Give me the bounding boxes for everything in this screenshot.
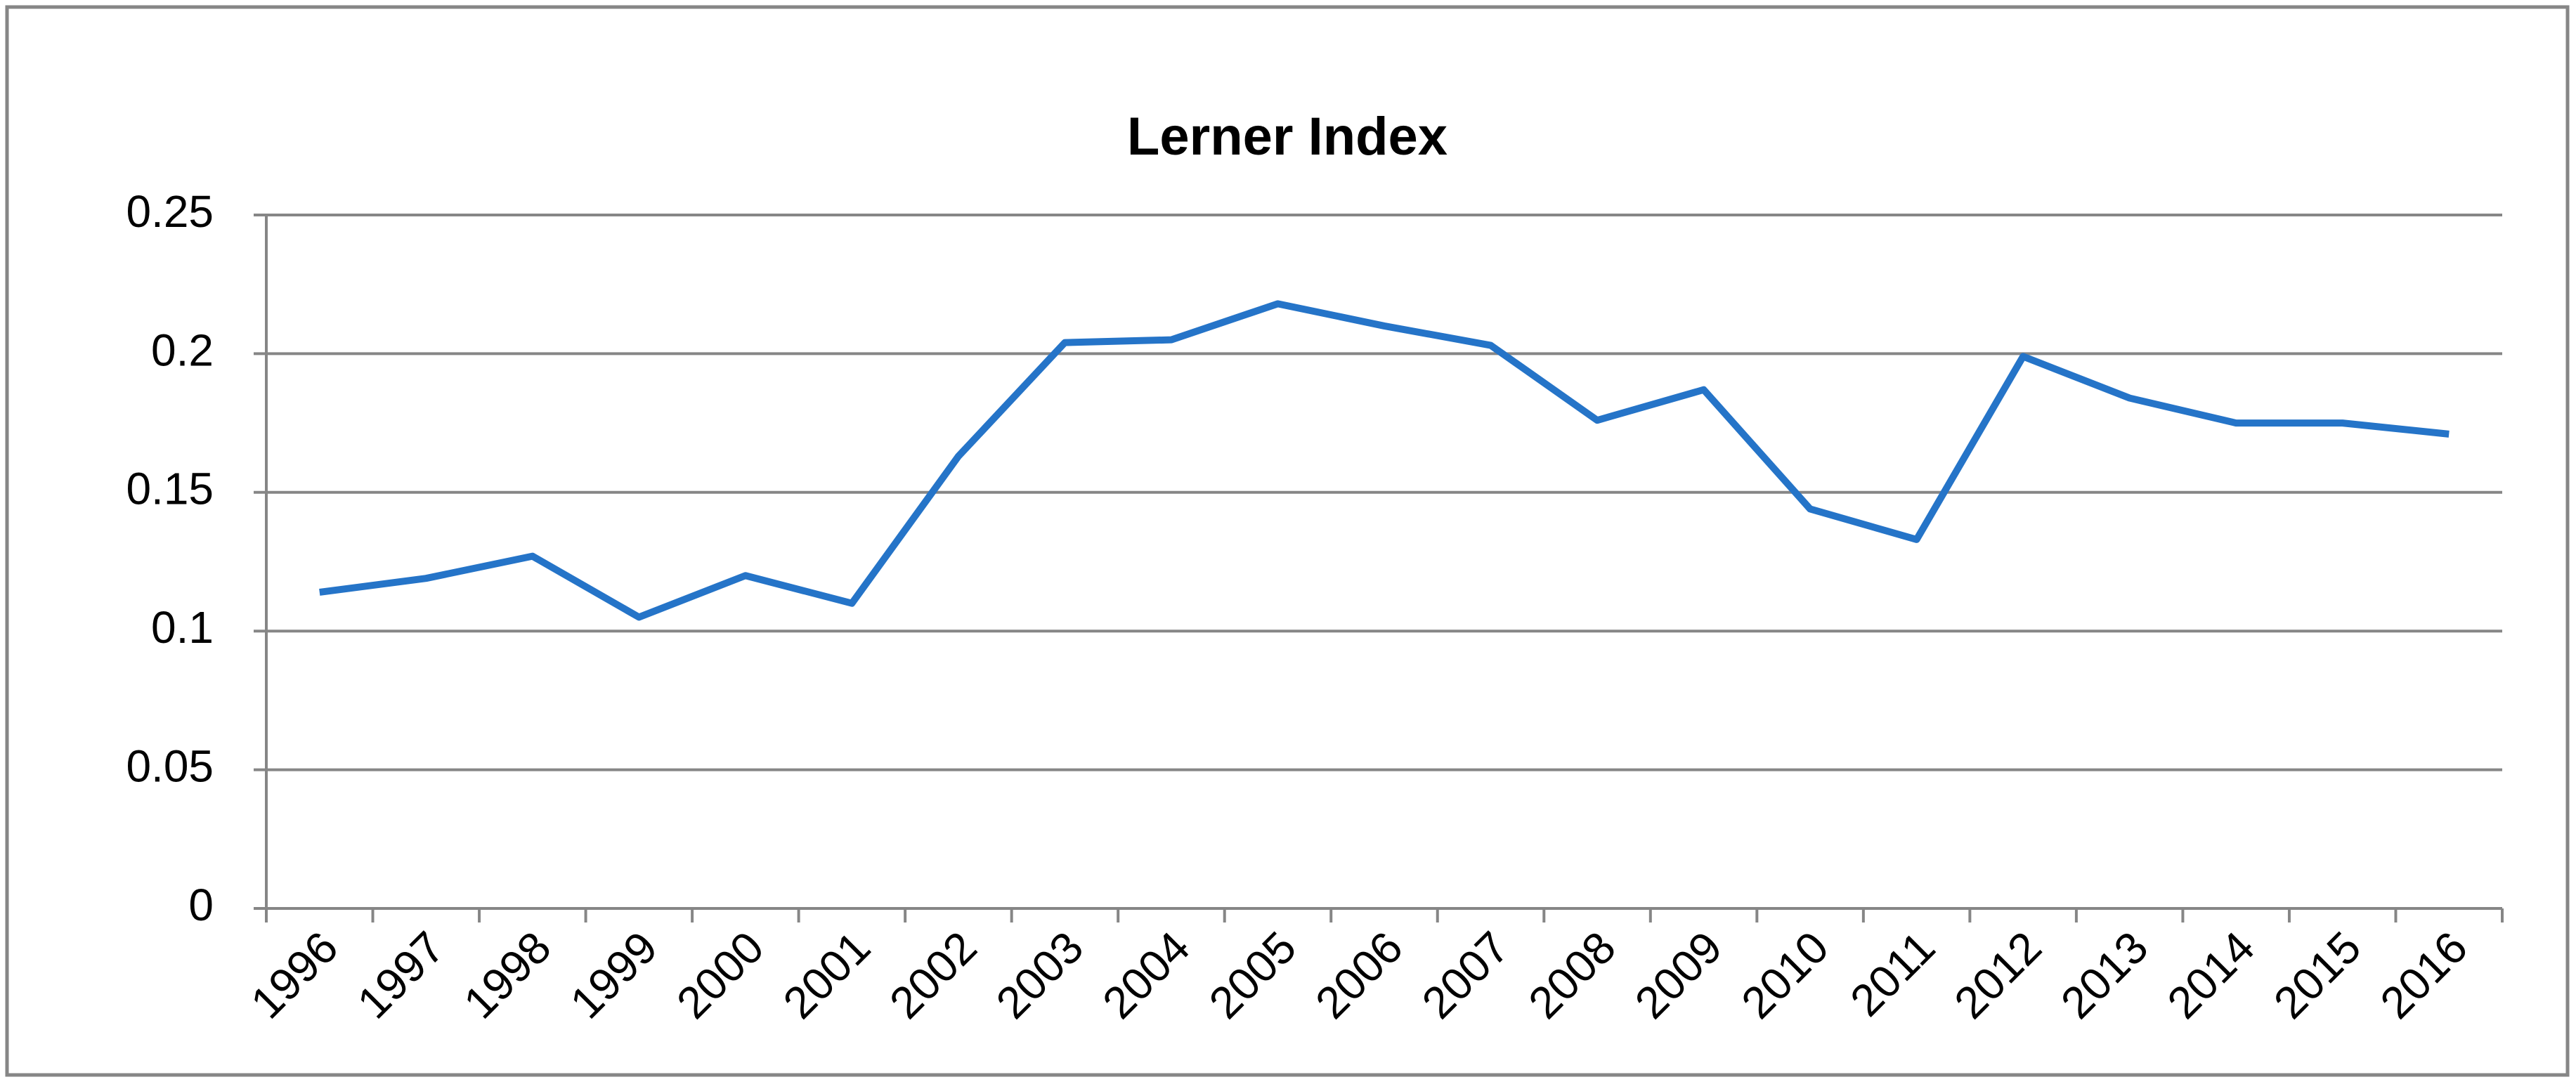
data-line [319, 300, 2450, 621]
y-tick-label: 0.2 [151, 325, 214, 375]
y-tick-label: 0.25 [126, 186, 214, 237]
chart-title: Lerner Index [1127, 107, 1448, 167]
y-tick-label: 0.15 [126, 464, 214, 514]
y-tick-label: 0.1 [151, 602, 214, 653]
y-tick-label: 0 [188, 880, 214, 930]
y-tick-label: 0.05 [126, 741, 214, 792]
chart-border [5, 5, 2570, 1077]
